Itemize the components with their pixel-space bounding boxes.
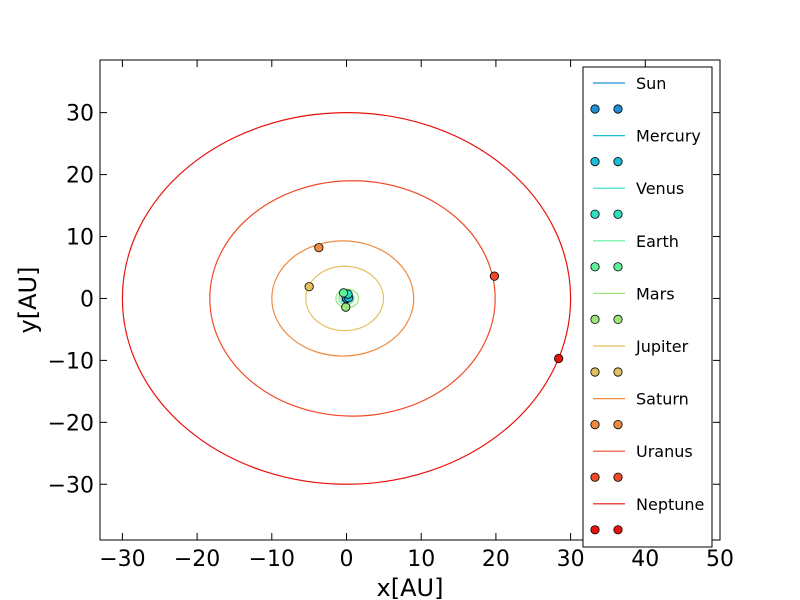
legend-marker-mercury (613, 157, 623, 167)
y-axis-ticks: −30 −20 −10 0 10 20 30 (48, 102, 720, 498)
legend-box (582, 66, 713, 548)
legend-label-sun: Sun (636, 74, 666, 93)
legend-marker-saturn (590, 419, 600, 430)
planet-jupiter (304, 282, 314, 292)
planet-earth (338, 288, 349, 298)
legend-label-uranus: Uranus (636, 442, 693, 461)
legend: Sun Mercury Venus Earth Mars Jupiter Saturn Ura… (582, 66, 713, 548)
legend-marker-neptune (590, 525, 600, 535)
legend-label-saturn: Saturn (636, 390, 689, 409)
x-axis-ticks: −30 −20 −10 0 10 20 30 40 50 (99, 60, 734, 572)
legend-label-venus: Venus (636, 179, 684, 198)
y-axis-label: y[AU] (14, 267, 42, 334)
y-tick-label: 20 (66, 164, 94, 189)
legend-marker-venus (613, 209, 623, 219)
plot-area-frame (99, 59, 721, 541)
legend-marker-uranus (590, 472, 600, 482)
legend-marker-jupiter (613, 367, 623, 377)
y-tick-label: 10 (66, 226, 94, 251)
orbit-jupiter (305, 265, 385, 332)
planet-neptune (554, 353, 564, 364)
legend-marker-saturn (613, 419, 623, 430)
legend-label-neptune: Neptune (636, 495, 704, 514)
legend-label-mars: Mars (636, 284, 675, 303)
planet-saturn (314, 243, 324, 253)
y-tick-label: −30 (48, 473, 94, 498)
y-tick-label: −20 (48, 411, 94, 436)
legend-marker-earth (613, 262, 623, 272)
legend-marker-mars (613, 314, 623, 324)
x-tick-label: 0 (340, 547, 354, 572)
planet-markers (304, 243, 564, 364)
orbit-uranus (209, 180, 496, 417)
legend-marker-jupiter (590, 367, 600, 377)
orbit-neptune (121, 112, 572, 485)
legend-marker-neptune (613, 525, 623, 535)
x-tick-label: 10 (407, 547, 435, 572)
x-tick-label: −10 (249, 547, 295, 572)
legend-marker-mars (590, 314, 600, 324)
legend-marker-sun (590, 104, 600, 114)
legend-label-mercury: Mercury (636, 127, 701, 146)
y-tick-label: 30 (66, 102, 94, 127)
y-tick-label: −10 (48, 349, 94, 374)
x-tick-label: 30 (557, 547, 585, 572)
x-tick-label: 20 (482, 547, 510, 572)
legend-marker-sun (613, 104, 623, 114)
x-tick-label: −20 (174, 547, 220, 572)
y-tick-label: 0 (80, 287, 94, 312)
planet-mars (341, 302, 351, 312)
legend-marker-venus (590, 209, 600, 219)
planet-uranus (489, 271, 500, 281)
legend-label-earth: Earth (636, 232, 679, 251)
x-tick-label: 50 (706, 547, 734, 572)
x-tick-label: −30 (99, 547, 145, 572)
x-tick-label: 40 (631, 547, 659, 572)
legend-marker-earth (590, 262, 600, 272)
legend-label-jupiter: Jupiter (635, 337, 689, 356)
x-axis-label: x[AU] (377, 574, 444, 600)
orbit-saturn (271, 240, 415, 357)
legend-marker-uranus (613, 472, 623, 482)
legend-marker-mercury (590, 157, 600, 167)
